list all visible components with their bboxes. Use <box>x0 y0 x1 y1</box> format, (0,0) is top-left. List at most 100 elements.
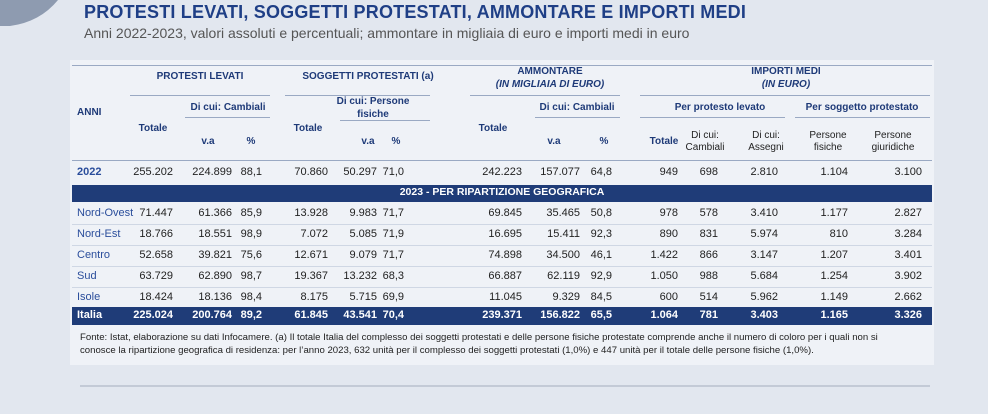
column-header: % <box>246 136 256 147</box>
rule <box>640 95 930 96</box>
column-header: Di cui: Cambiali <box>685 130 725 153</box>
cell: 15.411 <box>547 228 580 240</box>
cell: 157.077 <box>540 166 580 178</box>
cell: 98,4 <box>240 291 262 303</box>
column-header: v.a <box>361 136 375 147</box>
cell: 3.147 <box>750 249 778 261</box>
group-subtitle: (IN EURO) <box>761 79 811 90</box>
cell: 71.447 <box>139 207 173 219</box>
cell: 64,8 <box>590 166 612 178</box>
subgroup-header: Di cui: Cambiali <box>539 102 615 113</box>
cell: 200.764 <box>192 309 232 321</box>
row-label: 2022 <box>77 166 102 178</box>
cell: 8.175 <box>300 291 328 303</box>
cell: 62.119 <box>547 270 580 282</box>
cell: 239.371 <box>482 309 522 321</box>
total-band <box>72 307 932 325</box>
cell: 988 <box>699 270 718 282</box>
cell: 5.715 <box>349 291 377 303</box>
cell: 46,1 <box>590 249 612 261</box>
cell: 3.902 <box>894 270 922 282</box>
title: PROTESTI LEVATI, SOGGETTI PROTESTATI, AM… <box>84 2 747 22</box>
cell: 61.845 <box>294 309 328 321</box>
cell: 9.329 <box>552 291 580 303</box>
cell: 50.297 <box>343 166 377 178</box>
column-header: v.a <box>201 136 215 147</box>
cell: 600 <box>659 291 678 303</box>
cell: 156.822 <box>540 309 580 321</box>
cell: 88,1 <box>240 166 262 178</box>
row-rule <box>72 224 932 225</box>
column-header: Di cui: Assegni <box>748 130 784 153</box>
cell: 70,4 <box>382 309 404 321</box>
cell: 92,9 <box>590 270 612 282</box>
cell: 890 <box>659 228 678 240</box>
row-label: Italia <box>77 309 103 321</box>
cell: 2.662 <box>894 291 922 303</box>
cell: 69.845 <box>488 207 522 219</box>
cell: 66.887 <box>488 270 522 282</box>
cell: 1.254 <box>820 270 848 282</box>
column-header: % <box>599 136 609 147</box>
cell: 75,6 <box>240 249 262 261</box>
column-header: Totale <box>293 123 323 134</box>
cell: 2.827 <box>894 207 922 219</box>
subgroup-header: Di cui: Persone fisiche <box>336 96 410 120</box>
cell: 69,9 <box>382 291 404 303</box>
rule <box>795 117 930 118</box>
cell: 13.928 <box>294 207 328 219</box>
cell: 255.202 <box>133 166 173 178</box>
cell: 34.500 <box>546 249 580 261</box>
cell: 810 <box>829 228 848 240</box>
rule <box>72 160 932 161</box>
cell: 13.232 <box>343 270 377 282</box>
cell: 62.890 <box>198 270 232 282</box>
column-header: Totale <box>138 123 168 134</box>
rule <box>640 117 785 118</box>
column-header: Totale <box>649 136 679 147</box>
subtitle: Anni 2022-2023, valori assoluti e percen… <box>84 25 690 41</box>
cell: 18.136 <box>198 291 232 303</box>
cell: 18.551 <box>198 228 232 240</box>
column-header: Persone giuridiche <box>871 130 915 153</box>
column-header: v.a <box>547 136 561 147</box>
cell: 74.898 <box>488 249 522 261</box>
cell: 7.072 <box>300 228 328 240</box>
cell: 224.899 <box>192 166 232 178</box>
cell: 781 <box>699 309 718 321</box>
cell: 5.085 <box>349 228 377 240</box>
cell: 11.045 <box>489 291 522 303</box>
cell: 1.165 <box>820 309 848 321</box>
cell: 61.366 <box>198 207 232 219</box>
cell: 5.962 <box>750 291 778 303</box>
row-label: Nord-Est <box>77 228 121 240</box>
row-rule <box>72 245 932 246</box>
row-label: Centro <box>77 249 111 261</box>
cell: 831 <box>699 228 718 240</box>
rule <box>185 117 270 118</box>
cell: 52.658 <box>139 249 173 261</box>
stub-header: ANNI <box>77 107 102 118</box>
section-band <box>72 185 932 202</box>
cell: 89,2 <box>240 309 262 321</box>
cell: 98,9 <box>240 228 262 240</box>
cell: 514 <box>699 291 718 303</box>
group-subtitle: (IN MIGLIAIA DI EURO) <box>495 79 605 90</box>
rule <box>285 95 430 96</box>
cell: 5.684 <box>750 270 778 282</box>
row-rule <box>72 266 932 267</box>
cell: 63.729 <box>139 270 173 282</box>
cell: 71,9 <box>382 228 404 240</box>
cell: 3.326 <box>894 309 922 321</box>
cell: 5.974 <box>750 228 778 240</box>
cell: 3.403 <box>750 309 778 321</box>
cell: 43.541 <box>343 309 377 321</box>
group-title: IMPORTI MEDI <box>751 66 821 77</box>
subgroup-header: Per soggetto protestato <box>805 102 919 113</box>
column-header: % <box>391 136 401 147</box>
cell: 1.149 <box>820 291 848 303</box>
cell: 35.465 <box>546 207 580 219</box>
cell: 9.079 <box>349 249 377 261</box>
